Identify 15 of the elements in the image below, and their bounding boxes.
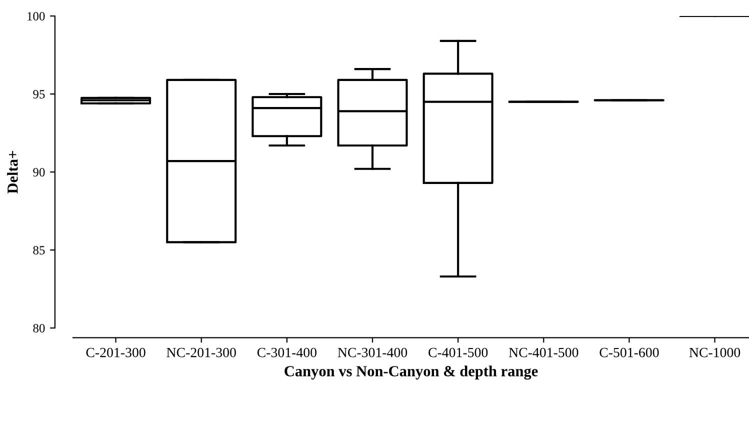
x-tick-label: C-201-300 bbox=[86, 348, 146, 358]
y-tick-label: 90 bbox=[33, 168, 45, 176]
x-tick-label: NC-201-300 bbox=[166, 348, 236, 358]
y-tick-label: 80 bbox=[33, 324, 45, 332]
x-axis-title: Canyon vs Non-Canyon & depth range bbox=[284, 366, 538, 380]
x-tick-label: C-501-600 bbox=[600, 348, 659, 358]
x-tick-label: NC-401-500 bbox=[508, 348, 578, 358]
y-tick-label: 95 bbox=[33, 90, 45, 98]
x-tick-label: C-401-500 bbox=[428, 348, 488, 358]
y-axis-title: Delta+ bbox=[7, 151, 18, 194]
y-tick-label: 85 bbox=[33, 246, 45, 254]
x-tick-label: C-301-400 bbox=[257, 348, 316, 358]
y-tick-label: 100 bbox=[28, 12, 45, 20]
x-tick-label: NC-1000 bbox=[689, 348, 740, 358]
x-tick-label: NC-301-400 bbox=[338, 348, 408, 358]
